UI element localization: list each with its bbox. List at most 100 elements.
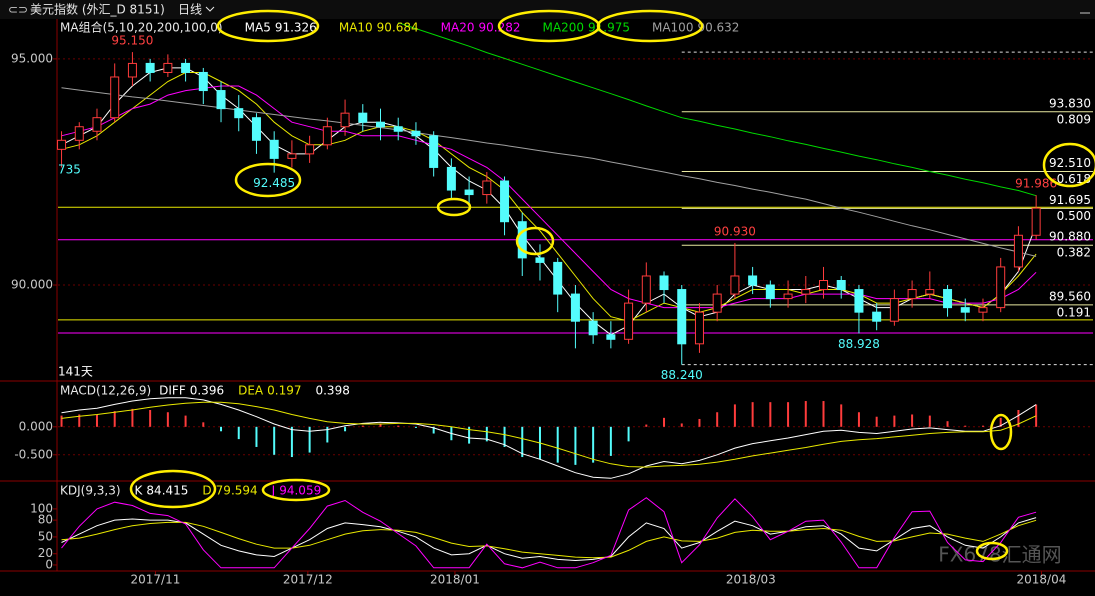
legend-name: MA20 [441,21,475,35]
top-bar [0,0,1095,19]
circle [515,226,555,256]
y-tick-label: 0.000 [19,419,53,433]
fib-ratio-label: 0.500 [1057,209,1091,223]
candle-body [110,76,120,119]
candle-body [305,144,315,155]
hand-drawn-circles [129,9,1095,561]
y-tick-label: 100 [30,501,53,515]
candle-body [801,289,811,295]
candle-body [535,257,545,263]
candle-body [677,289,687,345]
series-line [61,85,1037,309]
candle-body [712,293,722,313]
low-label: 88.928 [838,337,880,351]
candle-body [765,284,775,300]
candle-body [978,307,988,313]
legend-name: MA5 [245,21,271,35]
legend-name: K [135,484,144,498]
circle [216,9,320,43]
fib-price-label: 92.510 [1049,156,1091,170]
high-label: 90.930 [714,224,756,238]
series-line [61,72,1037,322]
legend-name: J [271,484,276,498]
legend-title: KDJ(9,3,3) [60,484,121,498]
candle-body [907,289,917,300]
candle-body [145,62,155,73]
candle-body [322,126,332,146]
candle-body [358,112,368,123]
candle-body [127,62,137,78]
circle [129,469,217,509]
legend-name: MA10 [339,21,373,35]
candle-body [269,139,279,159]
high-label: 91.986 [1015,177,1057,191]
fib-price-label: 91.695 [1049,193,1091,207]
circle [234,162,302,198]
y-tick-label: 20 [38,546,53,560]
circle [989,413,1013,451]
legend-value: 84.415 [146,484,188,498]
candle-body [889,298,899,322]
candle-body [411,130,421,137]
legend-value: 0.197 [267,384,301,398]
candle-body [819,280,829,291]
y-tick-label: 50 [38,529,53,543]
candle-body [464,189,474,196]
series-line [61,497,1037,569]
legend-value: 94.059 [279,484,321,498]
candle-body [446,166,456,191]
x-tick-label: 2017/12 [283,573,333,587]
legend-value: 0.398 [315,384,349,398]
circle [261,478,331,502]
legend-name: MA200 [543,21,584,35]
series-line [61,397,1037,479]
candle-body [234,108,244,119]
candle-body [925,289,935,295]
candle-body [960,307,970,313]
period-selector[interactable]: 日线 [178,3,202,17]
candle-body [694,311,704,345]
legend-name: DIFF [159,384,186,398]
candle-body [996,266,1006,309]
candle-body [500,180,510,223]
x-tick-label: 2018/04 [1017,573,1067,587]
fib-ratio-label: 0.809 [1057,112,1091,126]
period-chevron[interactable] [205,6,215,12]
y-tick-label: 90.000 [11,278,53,292]
candle-body [287,153,297,159]
candle-body [340,112,350,128]
frame [0,19,1095,572]
candle-body [57,139,67,150]
low-label: 88.240 [661,368,703,382]
candle-body [641,275,651,304]
candle-body [836,280,846,291]
candle-body [624,302,634,340]
candle-body [872,311,882,322]
candle-body [748,275,758,286]
circle [596,9,704,43]
y-tick-label: -0.500 [14,447,53,461]
plot: 95.00090.00093.8300.80992.5100.61891.695… [11,20,1093,587]
candle-body [730,275,740,295]
series-line [398,22,1037,197]
y-tick-label: 0 [45,557,53,571]
edge-label: 735 [58,163,81,177]
circle [436,197,472,217]
candle-body [163,62,173,73]
candle-body [74,126,84,141]
x-tick-label: 2018/03 [726,573,776,587]
candle-body [606,334,616,340]
fib-ratio-label: 0.191 [1057,305,1091,319]
fib-price-label: 90.880 [1049,230,1091,244]
fib-ratio-label: 0.382 [1057,246,1091,260]
header-title: 美元指数 (外汇_D 8151) [30,2,165,17]
candle-body [570,293,580,322]
candle-body [376,121,386,128]
watermark: FX678汇通网 [938,543,1061,567]
legend-name: MA100 [652,21,693,35]
high-label: 95.150 [111,34,153,48]
legend-name: D [202,484,211,498]
candle-body [429,135,439,168]
